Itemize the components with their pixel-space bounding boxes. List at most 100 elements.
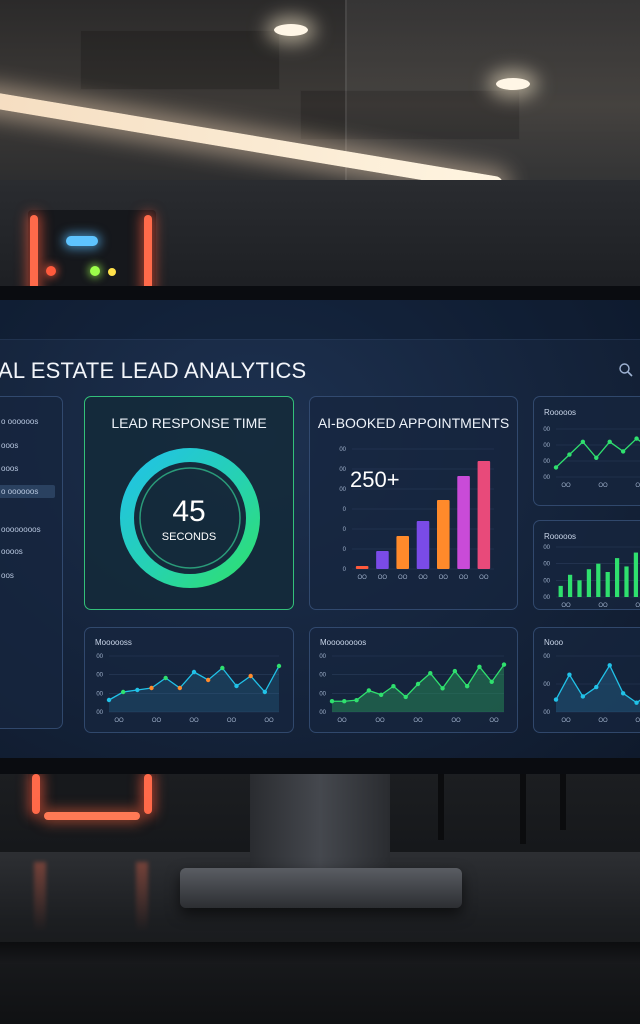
bottom-mid-area-chart: 00 00 00 00 OO OO OO OO OO	[319, 654, 507, 724]
data-point	[276, 663, 282, 669]
x-tick-label: OO	[378, 575, 388, 581]
gauge-inner-ring	[139, 467, 241, 569]
data-point	[580, 694, 586, 699]
data-point	[567, 672, 572, 677]
sidebar-item[interactable]: oooooooos	[1, 525, 41, 534]
bottom-mid-chart-card[interactable]: Moooooooos 00 00 00 00 OO OO OO OO OO	[309, 627, 518, 733]
lead-response-card[interactable]: LEAD RESPONSE TIME 45 SECONDS	[84, 396, 294, 610]
bar	[567, 574, 573, 597]
mid-right-chart-card[interactable]: Rooooos 00 00 00 00 OO OO OO	[533, 520, 640, 610]
x-tick-label: OO	[152, 718, 162, 724]
data-point	[415, 681, 421, 687]
data-point	[135, 687, 140, 693]
x-tick-label: OO	[598, 603, 608, 609]
data-point	[329, 699, 335, 704]
data-point	[440, 686, 445, 691]
y-tick-label: 00	[543, 459, 550, 465]
data-point	[607, 439, 612, 444]
dashboard-screen: AL ESTATE LEAD ANALYTICS o oooooos ooos …	[0, 300, 640, 758]
chair-leg	[560, 770, 566, 830]
x-tick-label: OO	[337, 718, 347, 724]
chair-leg	[438, 770, 444, 840]
x-tick-label: OO	[375, 718, 385, 724]
bar	[577, 580, 582, 597]
y-tick-label: 00	[543, 443, 550, 449]
bar	[416, 521, 430, 569]
data-point	[205, 677, 211, 683]
bottom-left-chart-card[interactable]: Moooooss 00 00 00 00 OO OO OO OO OO	[84, 627, 294, 733]
data-point	[342, 699, 347, 704]
y-tick-label: 00	[543, 427, 550, 433]
mid-right-chart-title: Rooooos	[544, 532, 577, 541]
x-tick-label: OO	[264, 718, 274, 724]
bar	[477, 461, 491, 569]
rack-light	[144, 215, 152, 295]
sidebar-item[interactable]: oooos	[1, 547, 23, 556]
bar	[558, 585, 563, 597]
data-point	[354, 697, 359, 703]
y-tick-label: 00	[543, 545, 550, 551]
response-value: 45	[172, 495, 206, 528]
bottom-right-chart-card[interactable]: Nooo 00 00 00 OO OO OO	[533, 627, 640, 733]
y-tick-label: 00	[543, 475, 550, 481]
rack-light	[32, 774, 40, 814]
status-led-icon	[108, 268, 116, 276]
area-fill	[332, 664, 504, 712]
x-tick-label: OO	[418, 575, 428, 581]
series-line	[555, 437, 640, 468]
x-tick-label: OO	[459, 575, 469, 581]
y-tick-label: 00	[543, 578, 550, 584]
bar	[396, 536, 410, 569]
bottom-right-chart-title: Nooo	[544, 638, 564, 647]
sidebar-item[interactable]: ooos	[1, 441, 19, 450]
sidebar-item[interactable]: o oooooos	[1, 417, 39, 426]
bar	[614, 558, 620, 597]
rack-light	[144, 774, 152, 814]
bar	[586, 569, 592, 597]
data-point	[567, 452, 572, 457]
bar	[376, 551, 389, 569]
data-point	[163, 675, 168, 681]
monitor-stand-base	[180, 868, 462, 908]
data-point	[120, 689, 126, 695]
y-tick-label: 00	[319, 673, 326, 679]
data-point	[580, 439, 586, 444]
ceiling-downlight	[274, 24, 308, 36]
bar	[436, 500, 450, 569]
series-line	[555, 663, 640, 704]
x-tick-label: OO	[561, 718, 571, 724]
rack-light	[30, 215, 38, 295]
mid-right-bar-chart: 00 00 00 00 OO OO OO	[543, 545, 640, 609]
bar	[605, 572, 610, 597]
sidebar-item[interactable]: oos	[1, 571, 14, 580]
y-tick-label: 00	[543, 682, 550, 688]
bar	[624, 566, 629, 597]
y-tick-label: 00	[319, 691, 326, 697]
y-tick-label: 00	[339, 467, 346, 473]
y-tick-label: 00	[543, 595, 550, 601]
y-tick-label: 0	[343, 567, 347, 573]
y-tick-label: 00	[96, 673, 103, 679]
y-tick-label: 00	[339, 447, 346, 453]
status-led-icon	[46, 266, 56, 276]
server-rack	[28, 210, 156, 300]
ceiling-panel	[80, 30, 280, 90]
sidebar-item[interactable]: ooos	[1, 464, 19, 473]
search-icon[interactable]	[618, 362, 636, 380]
top-right-chart-card[interactable]: Rooooos 00 00 00 00 OO OO OO	[533, 396, 640, 506]
sidebar-item-selected[interactable]: o oooooos	[0, 485, 55, 498]
data-point	[378, 692, 384, 697]
data-point	[428, 671, 433, 676]
data-point	[248, 673, 253, 679]
y-tick-label: 00	[339, 487, 346, 493]
bar	[633, 552, 639, 597]
x-tick-label: OO	[598, 718, 608, 724]
data-point	[594, 684, 599, 690]
appointments-card[interactable]: AI-BOOKED APPOINTMENTS 250+ 0 0 0 0 00 00 00 OO…	[309, 396, 518, 610]
desk-edge	[0, 942, 640, 964]
x-tick-label: OO	[413, 718, 423, 724]
data-point	[620, 449, 626, 454]
data-point	[553, 697, 559, 702]
x-tick-label: OO	[114, 718, 124, 724]
